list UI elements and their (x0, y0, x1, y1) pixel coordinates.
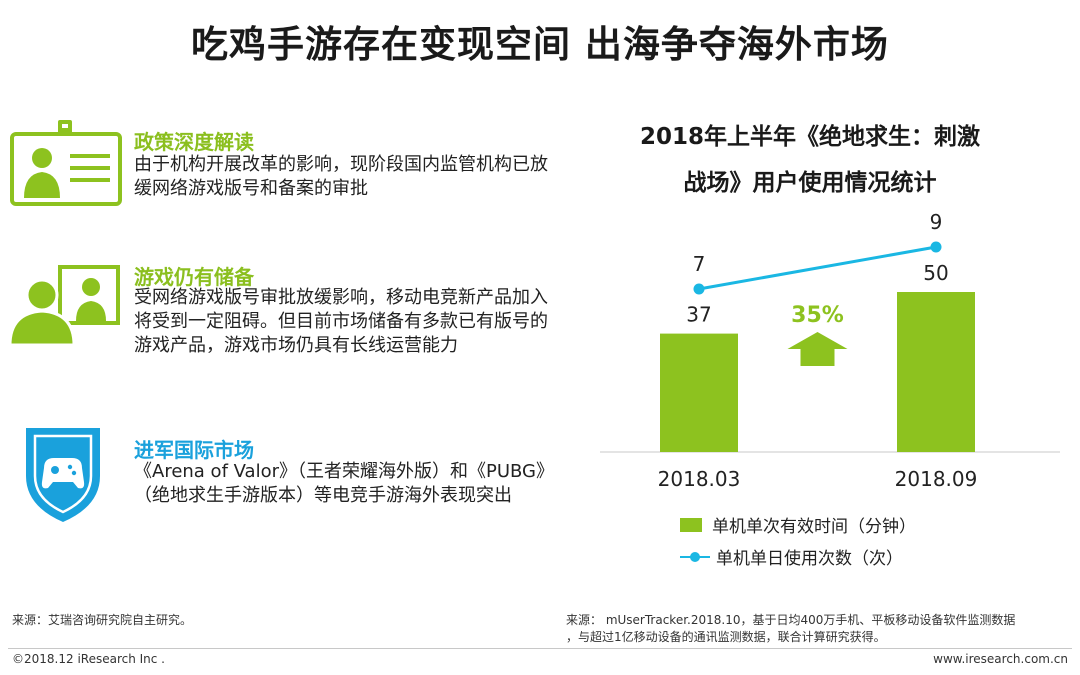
legend-line: 单机单日使用次数（次） (680, 544, 903, 569)
policy-body: 由于机构开展改革的影响，现阶段国内监管机构已放缓网络游戏版号和备案的审批 (134, 154, 548, 199)
legend-line-swatch (680, 550, 710, 564)
x-tick-label: 2018.03 (658, 467, 741, 491)
chart-title-line2: 战场》用户使用情况统计 (683, 170, 937, 196)
bar-value-label: 50 (923, 261, 948, 285)
usage-chart: 37 2018.03 50 2018.09 7 9 35% (600, 210, 1060, 491)
id-badge-icon (8, 118, 123, 212)
page-title: 吃鸡手游存在变现空间 出海争夺海外市场 (191, 23, 889, 66)
source-right-line2: ，与超过1亿移动设备的通讯监测数据，联合计算研究获得。 (566, 630, 886, 644)
legend-bar-label: 单机单次有效时间（分钟） (712, 517, 916, 537)
x-tick-label: 2018.09 (895, 467, 978, 491)
policy-heading: 政策深度解读 (134, 130, 254, 154)
footer-website: www.iresearch.com.cn (933, 652, 1068, 666)
line-point-2018.03 (693, 283, 705, 295)
users-screen-icon (8, 263, 123, 352)
policy-section: 政策深度解读 由于机构开展改革的影响，现阶段国内监管机构已放缓网络游戏版号和备案… (0, 118, 560, 218)
reserve-heading: 游戏仍有储备 (134, 265, 254, 289)
growth-annotation: 35% (791, 303, 844, 328)
global-body: 《Arena of Valor》（王者荣耀海外版）和《PUBG》（绝地求生手游版… (134, 461, 554, 506)
shield-gamepad-icon (22, 422, 104, 528)
line-point-2018.09 (930, 241, 942, 253)
footer-copyright: ©2018.12 iResearch Inc . (12, 652, 165, 666)
usage-count-line (698, 245, 937, 291)
source-left: 来源：艾瑞咨询研究院自主研究。 (12, 613, 193, 627)
footer-divider (8, 648, 1072, 649)
source-right-line1: 来源： mUserTracker.2018.10，基于日均400万手机、平板移动… (566, 613, 1016, 627)
line-value-label: 7 (693, 252, 706, 276)
global-section: 进军国际市场 《Arena of Valor》（王者荣耀海外版）和《PUBG》（… (0, 420, 560, 530)
bar-2018.09 (897, 292, 975, 452)
legend-bar-swatch (680, 517, 702, 532)
bar-2018.03 (660, 333, 738, 452)
legend-line-label: 单机单日使用次数（次） (716, 549, 903, 569)
legend-bar: 单机单次有效时间（分钟） (680, 512, 916, 537)
global-heading: 进军国际市场 (134, 438, 254, 462)
line-value-label: 9 (930, 210, 943, 234)
reserve-body: 受网络游戏版号审批放缓影响，移动电竞新产品加入将受到一定阻碍。但目前市场储备有多… (134, 287, 548, 356)
bar-value-label: 37 (686, 303, 711, 327)
reserve-section: 游戏仍有储备 受网络游戏版号审批放缓影响，移动电竞新产品加入将受到一定阻碍。但目… (0, 255, 560, 385)
chart-title-line1: 2018年上半年《绝地求生：刺激 (639, 124, 980, 150)
growth-arrow-icon (787, 332, 848, 366)
